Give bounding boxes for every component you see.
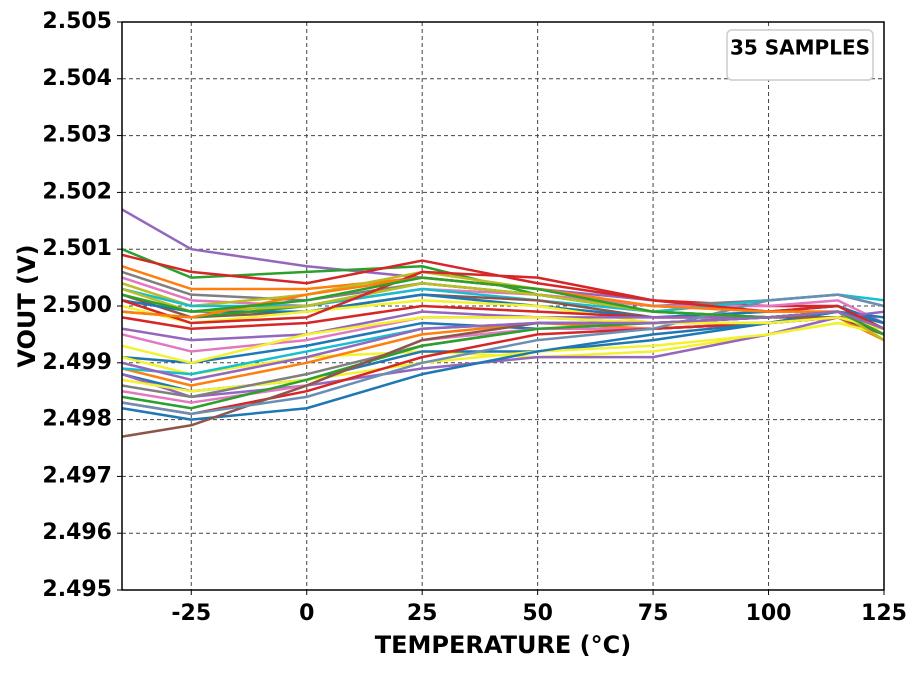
series-line [122, 310, 884, 382]
x-tick-label: -25 [171, 601, 211, 626]
x-tick-label: 100 [746, 601, 792, 626]
ticks: 2.495 2.496 2.497 2.498 2.499 2.500 2.501 2.502… [42, 9, 907, 626]
series-line [122, 316, 884, 365]
y-tick-label: 2.497 [42, 463, 112, 488]
y-tick-label: 2.503 [42, 123, 112, 148]
annotation: 35 SAMPLES [730, 36, 870, 60]
series-line [122, 293, 884, 416]
y-tick-label: 2.505 [42, 9, 112, 34]
y-tick-label: 2.500 [42, 293, 112, 318]
series-line [122, 310, 884, 399]
y-tick-label: 2.501 [42, 236, 112, 261]
x-tick-label: 75 [638, 601, 669, 626]
x-axis-label: TEMPERATURE (°C) [375, 631, 631, 659]
y-tick-label: 2.504 [42, 66, 112, 91]
y-tick-label: 2.502 [42, 179, 112, 204]
y-tick-label: 2.498 [42, 407, 112, 432]
series-line [122, 270, 884, 330]
series-line [122, 253, 884, 325]
x-tick-label: 125 [861, 601, 907, 626]
annotation-box [726, 29, 874, 81]
y-tick-label: 2.496 [42, 520, 112, 545]
lines [122, 208, 884, 438]
y-tick-label: 2.495 [42, 577, 112, 602]
y-axis-label: VOUT (V) [13, 244, 41, 367]
y-tick-label: 2.499 [42, 350, 112, 375]
series-line [122, 310, 884, 421]
x-tick-label: 0 [299, 601, 314, 626]
x-tick-label: 25 [407, 601, 438, 626]
x-tick-label: 50 [522, 601, 553, 626]
